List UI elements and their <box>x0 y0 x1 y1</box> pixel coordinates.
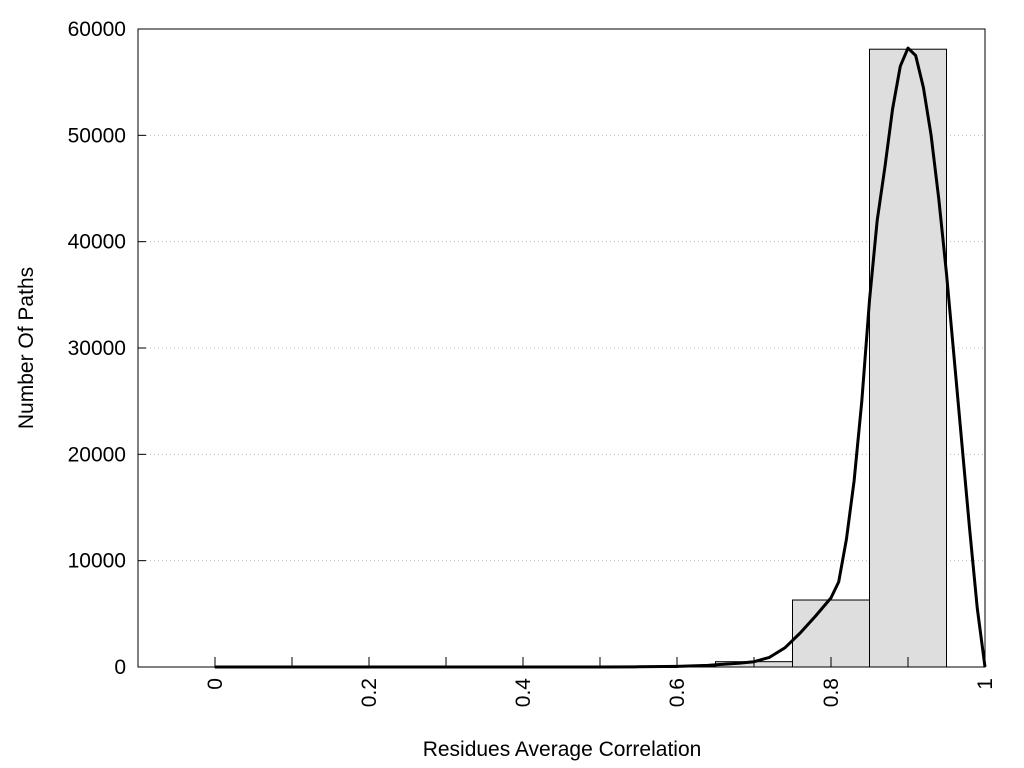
histogram-bar <box>869 48 947 668</box>
x-axis-title: Residues Average Correlation <box>423 738 702 761</box>
y-tick-label: 0 <box>114 656 126 679</box>
x-tick-label: 0 <box>204 678 227 690</box>
y-tick-label: 10000 <box>68 550 126 573</box>
y-tick-label: 40000 <box>68 231 126 254</box>
fit-curve-line <box>215 46 987 669</box>
x-tick-label: 1 <box>974 678 997 690</box>
x-tick-label: 0.8 <box>820 678 843 707</box>
x-tick-label: 0.6 <box>666 678 689 707</box>
y-tick-label: 30000 <box>68 337 126 360</box>
y-tick-label: 50000 <box>68 124 126 147</box>
histogram-bar <box>792 599 870 668</box>
grid-lines <box>138 134 985 562</box>
bars <box>214 48 947 669</box>
fit-curve <box>215 46 987 669</box>
y-axis-title: Number Of Paths <box>15 267 38 429</box>
tick-labels: 0 10000 20000 30000 40000 50000 60000 0 0.2 0.4 0.… <box>68 18 997 707</box>
axis-ticks <box>138 28 986 668</box>
y-tick-label: 20000 <box>68 443 126 466</box>
plot-frame <box>137 28 986 668</box>
y-tick-label: 60000 <box>68 18 126 41</box>
x-tick-label: 0.4 <box>512 678 535 708</box>
x-tick-label: 0.2 <box>358 678 381 707</box>
